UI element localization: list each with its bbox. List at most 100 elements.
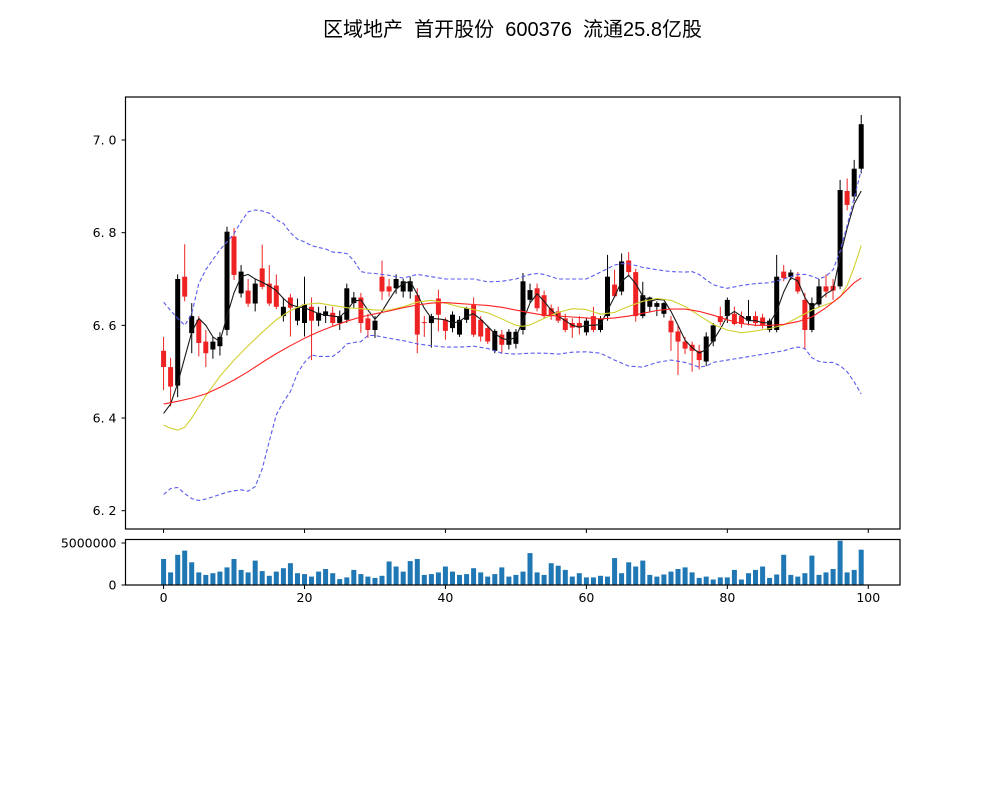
candle-body — [795, 276, 801, 292]
volume-bar — [675, 569, 681, 585]
candle-body — [661, 303, 667, 314]
volume-bar — [774, 574, 780, 585]
candle-body — [781, 271, 787, 279]
candle-body — [266, 283, 272, 304]
volume-bar — [492, 574, 498, 585]
candle-body — [442, 319, 448, 331]
volume-bar — [464, 574, 470, 585]
candle-body — [633, 272, 639, 317]
ma-mid-yellow-line — [163, 245, 862, 431]
candle-body — [717, 316, 723, 323]
axes-layer: 7. 0 6. 8 6. 6 6. 4 6. 2 5000000 0 0 20 40 60 80 100 — [61, 96, 901, 605]
candle-body — [245, 290, 251, 304]
candle-body — [435, 298, 441, 315]
price-tick-label: 7. 0 — [93, 133, 117, 148]
volume-bar — [506, 576, 512, 585]
candle-body — [760, 317, 766, 326]
candle-body — [428, 316, 434, 324]
volume-bar — [302, 574, 307, 585]
candle-body — [774, 276, 780, 330]
volume-bar — [266, 575, 272, 585]
volume-bar — [358, 574, 364, 585]
candle-body — [485, 328, 491, 342]
candle-body — [837, 190, 843, 287]
volume-bar — [696, 577, 702, 585]
volume-bar — [280, 568, 286, 585]
candle-body — [724, 299, 730, 317]
volume-bar — [802, 573, 808, 585]
bollinger-lower-line — [163, 334, 862, 502]
volume-bar — [252, 560, 258, 585]
volume-bar — [499, 567, 505, 585]
volume-bar — [196, 572, 202, 585]
volume-bar — [851, 569, 857, 585]
x-tick-label: 80 — [719, 590, 735, 605]
candle-body — [816, 286, 822, 305]
volume-bar — [788, 574, 794, 585]
candle-body — [654, 303, 660, 307]
volume-bar — [767, 577, 773, 585]
volume-bar — [323, 569, 329, 585]
candle-body — [605, 276, 610, 317]
volume-bar — [633, 566, 639, 585]
candle-body — [548, 308, 554, 317]
volume-bar — [273, 571, 279, 585]
candle-body — [175, 279, 181, 386]
x-tick-label: 60 — [578, 590, 594, 605]
volume-bar — [809, 555, 815, 585]
candle-body — [576, 323, 582, 328]
volume-bar — [795, 576, 801, 585]
volume-bar — [393, 566, 399, 585]
volume-bar — [562, 569, 568, 585]
candle-body — [675, 331, 681, 342]
candle-body — [295, 307, 300, 321]
candle-body — [457, 319, 462, 335]
volume-bar — [316, 571, 322, 585]
candle-body — [421, 322, 427, 324]
price-tick-label: 6. 2 — [93, 503, 117, 518]
candle-body — [492, 330, 498, 351]
candle-body — [210, 341, 216, 350]
candle-body — [280, 306, 286, 317]
volume-bar — [520, 571, 526, 585]
volume-bar — [442, 566, 448, 585]
candles-layer — [161, 115, 864, 407]
volume-bar — [746, 573, 751, 585]
volume-bar — [753, 569, 758, 585]
volume-bar — [703, 576, 709, 585]
candle-body — [590, 316, 596, 330]
volume-bar — [421, 574, 427, 585]
candle-body — [414, 295, 420, 335]
volume-bar — [647, 574, 653, 585]
candle-body — [682, 341, 688, 349]
volume-bar — [414, 559, 420, 585]
volume-bar — [668, 571, 674, 585]
volume-bar — [224, 567, 230, 585]
volume-bar — [738, 579, 744, 585]
volume-bar — [823, 572, 829, 585]
candle-body — [351, 297, 357, 304]
volume-bar — [689, 572, 695, 585]
candle-body — [471, 305, 477, 335]
candle-body — [323, 311, 329, 316]
candle-body — [612, 284, 618, 297]
candle-body — [337, 316, 343, 324]
candle-body — [823, 286, 829, 292]
candle-body — [844, 191, 850, 205]
candle-body — [273, 285, 279, 307]
candle-body — [506, 331, 512, 345]
candle-body — [738, 316, 744, 324]
volume-bar — [400, 571, 406, 585]
candle-body — [464, 308, 470, 320]
volume-bar — [555, 565, 561, 585]
volume-bar — [710, 579, 716, 585]
x-tick-label: 20 — [297, 590, 313, 605]
volume-bar — [626, 562, 632, 585]
candle-body — [189, 316, 195, 334]
volume-bar — [457, 574, 462, 585]
volume-bar — [781, 554, 787, 585]
candle-body — [316, 312, 322, 321]
candle-body — [379, 276, 385, 292]
candle-body — [513, 331, 519, 344]
volume-bar — [245, 572, 251, 585]
